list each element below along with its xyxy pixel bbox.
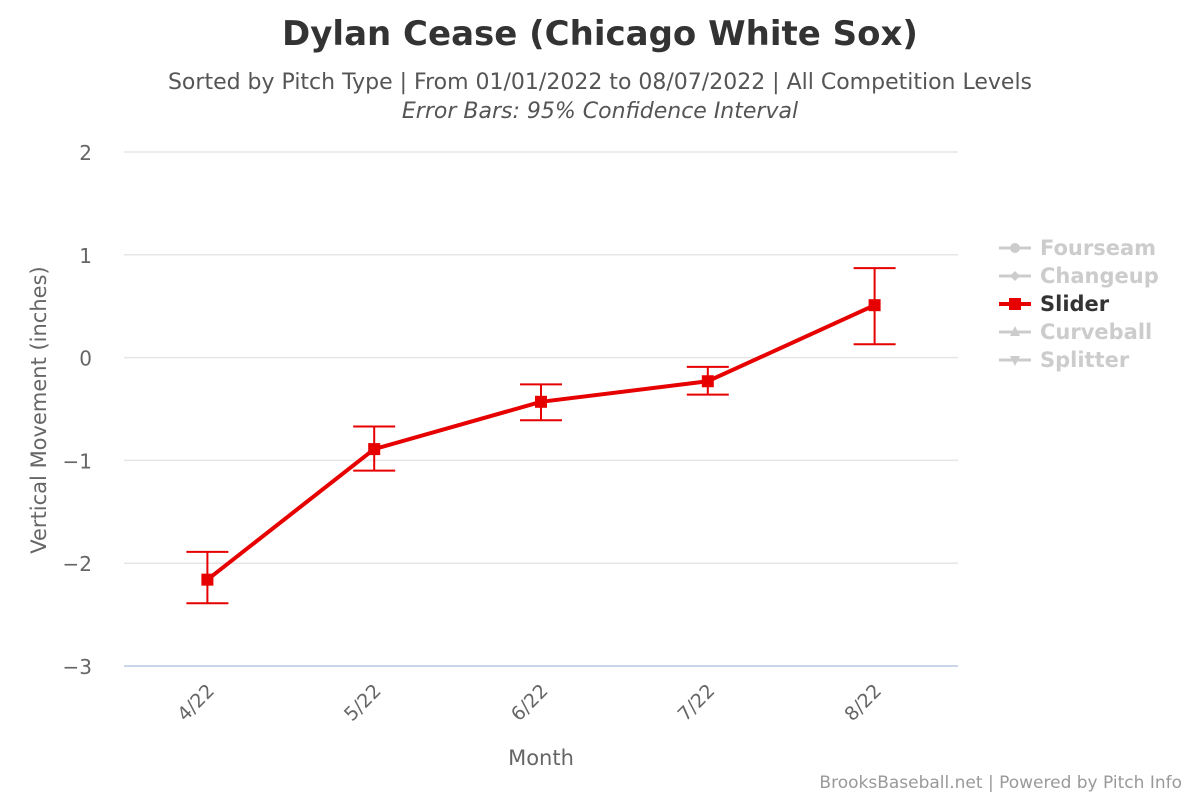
legend-item-splitter[interactable]: Splitter — [998, 346, 1159, 374]
legend-label: Splitter — [1040, 348, 1130, 372]
legend-label: Fourseam — [1040, 236, 1157, 260]
x-tick-label: 8/22 — [840, 680, 886, 726]
x-axis-label: Month — [508, 746, 574, 770]
y-tick-label: −2 — [63, 552, 92, 576]
y-tick-label: 0 — [79, 347, 92, 371]
y-axis-ticks: 2 1 0 −1 −2 −3 — [63, 141, 92, 679]
y-tick-label: −1 — [63, 449, 92, 473]
legend-item-changeup[interactable]: Changeup — [998, 262, 1159, 290]
y-tick-label: 2 — [79, 141, 92, 165]
x-tick-label: 4/22 — [173, 680, 219, 726]
x-tick-label: 6/22 — [507, 680, 553, 726]
legend-diamond-marker-icon — [999, 271, 1031, 281]
legend-triangle-down-marker-icon — [999, 356, 1031, 366]
legend-circle-marker-icon — [999, 243, 1031, 253]
legend-item-curveball[interactable]: Curveball — [998, 318, 1159, 346]
data-point-marker — [868, 299, 881, 312]
legend-label: Curveball — [1040, 320, 1153, 344]
y-tick-label: −3 — [63, 655, 92, 679]
legend: Fourseam Changeup Slider Curveball Splitter — [998, 234, 1159, 374]
chart-subtitle: Sorted by Pitch Type | From 01/01/2022 t… — [167, 70, 1033, 95]
data-point-marker — [368, 443, 381, 456]
x-tick-label: 7/22 — [674, 680, 720, 726]
series-line — [205, 303, 877, 582]
series-slider — [186, 267, 896, 605]
x-axis-ticks: 4/22 5/22 6/22 7/22 8/22 — [173, 680, 886, 726]
credits-link[interactable]: BrooksBaseball.net | Powered by Pitch In… — [819, 773, 1182, 793]
legend-item-slider[interactable]: Slider — [998, 290, 1159, 318]
legend-square-marker-icon — [999, 298, 1031, 310]
data-point-marker — [701, 375, 714, 388]
legend-label: Slider — [1040, 292, 1110, 316]
y-axis-label: Vertical Movement (inches) — [27, 266, 51, 553]
x-tick-label: 5/22 — [340, 680, 386, 726]
chart-title: Dylan Cease (Chicago White Sox) — [282, 14, 918, 54]
y-tick-label: 1 — [79, 244, 92, 268]
grid-lines — [124, 151, 958, 667]
chart-error-bar-note: Error Bars: 95% Confidence Interval — [401, 99, 799, 124]
legend-item-fourseam[interactable]: Fourseam — [998, 234, 1159, 262]
data-point-marker — [201, 573, 214, 586]
legend-triangle-marker-icon — [999, 326, 1031, 336]
legend-label: Changeup — [1040, 264, 1159, 288]
data-point-marker — [535, 395, 547, 408]
